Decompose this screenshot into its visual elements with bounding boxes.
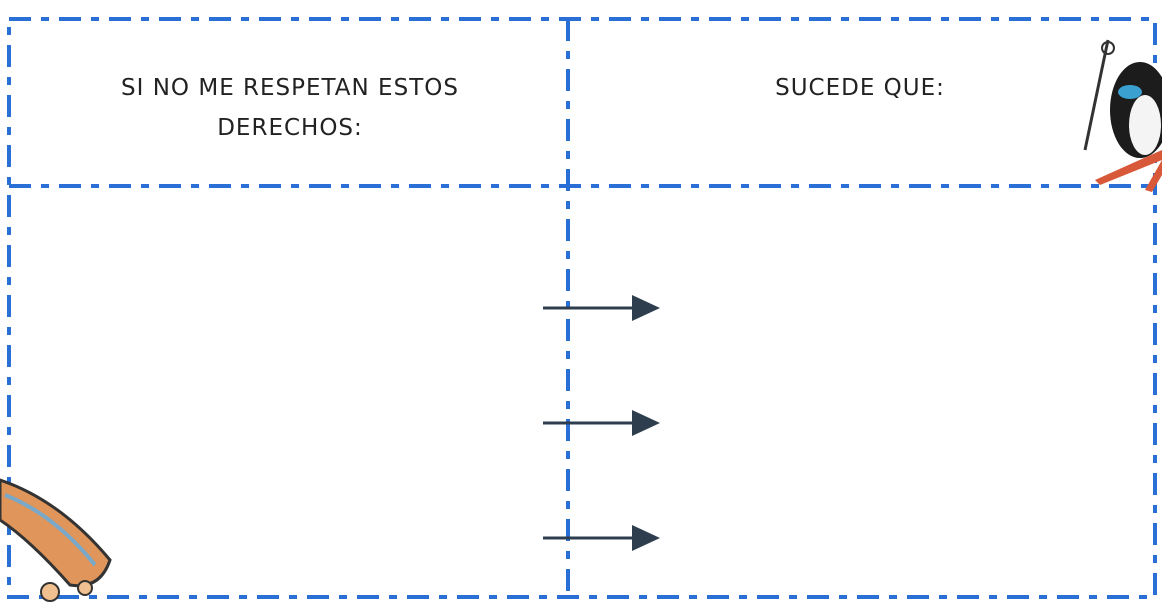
- skateboard-clipart: [0, 478, 112, 602]
- column-header: SUCEDE QUE:: [775, 75, 945, 101]
- arrows: [543, 295, 660, 551]
- arrow-head: [632, 410, 660, 436]
- arrow-head: [632, 295, 660, 321]
- penguin-skier-clipart: [1083, 39, 1162, 192]
- column-header: SI NO ME RESPETAN ESTOS DERECHOS:: [121, 75, 459, 141]
- arrow-head: [632, 525, 660, 551]
- outer-border: [7, 17, 1157, 599]
